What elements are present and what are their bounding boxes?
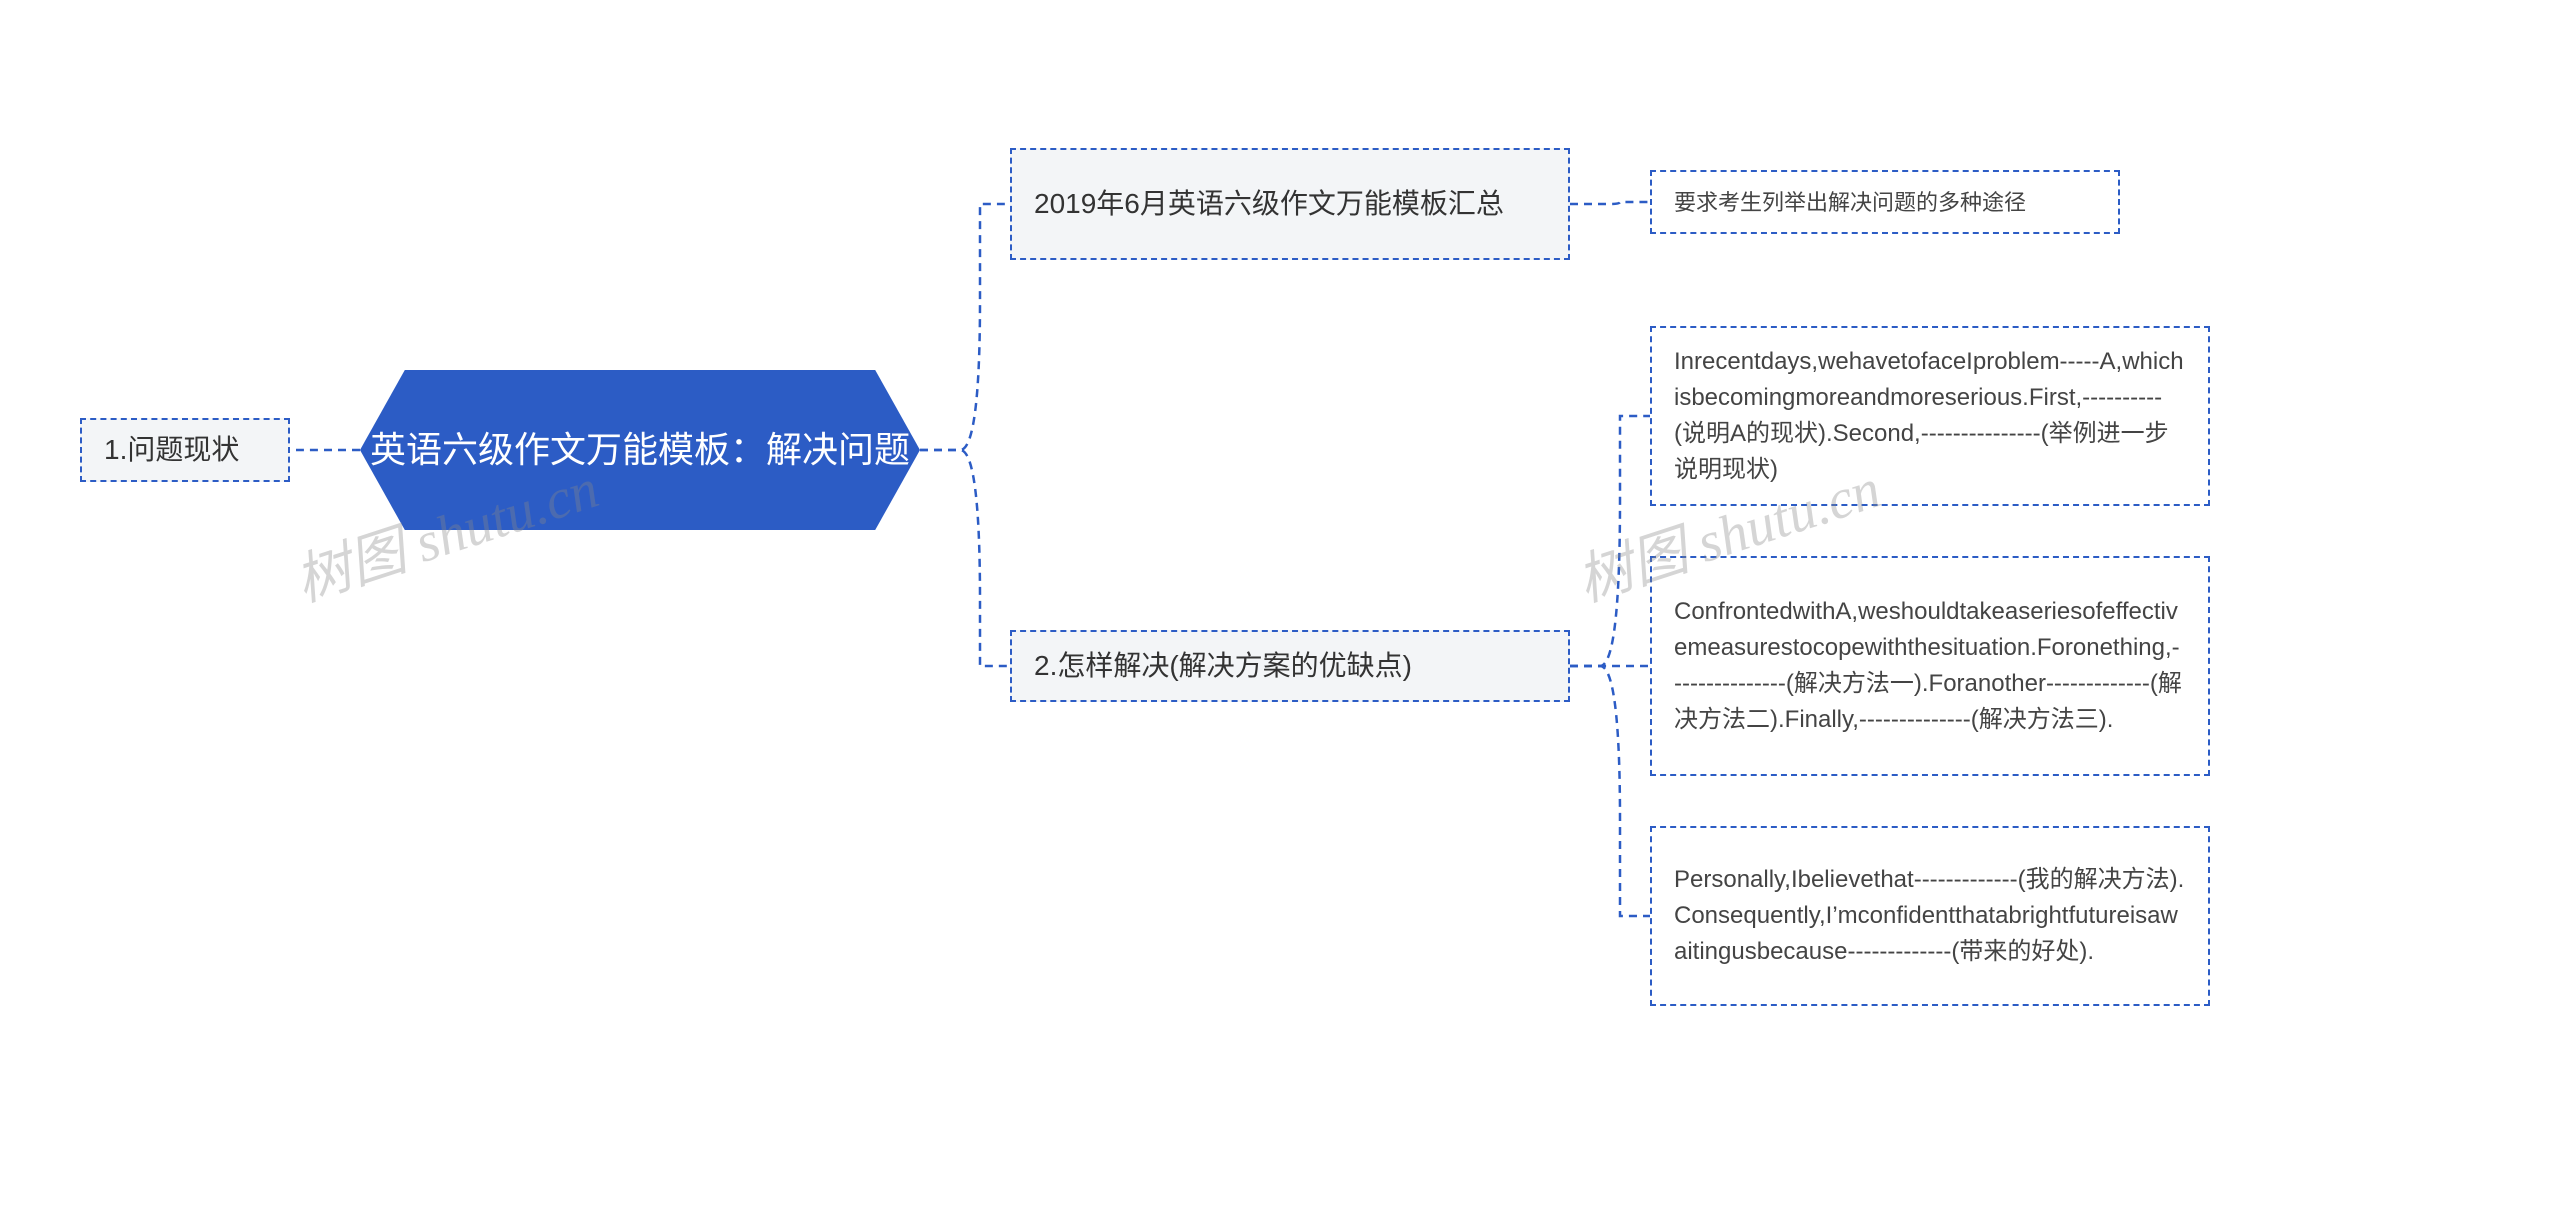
- root-node: 英语六级作文万能模板：解决问题: [360, 370, 920, 530]
- leaf-label: 要求考生列举出解决问题的多种途径: [1674, 186, 2026, 219]
- leaf-label: Inrecentdays,wehavetofaceIproblem-----A,…: [1674, 344, 2186, 488]
- right-child-label: 2019年6月英语六级作文万能模板汇总: [1034, 183, 1504, 225]
- connector-path: [920, 204, 1010, 450]
- right-child-node: 2019年6月英语六级作文万能模板汇总: [1010, 148, 1570, 260]
- connector-path: [1570, 202, 1650, 204]
- connector-path: [1570, 666, 1650, 916]
- leaf-node: Personally,Ibelievethat-------------(我的解…: [1650, 826, 2210, 1006]
- connector-path: [1570, 416, 1650, 666]
- leaf-node: Inrecentdays,wehavetofaceIproblem-----A,…: [1650, 326, 2210, 506]
- left-child-node: 1.问题现状: [80, 418, 290, 482]
- leaf-node: 要求考生列举出解决问题的多种途径: [1650, 170, 2120, 234]
- right-child-node: 2.怎样解决(解决方案的优缺点): [1010, 630, 1570, 702]
- right-child-label: 2.怎样解决(解决方案的优缺点): [1034, 645, 1412, 687]
- connector-path: [920, 450, 1010, 666]
- left-child-label: 1.问题现状: [104, 429, 239, 471]
- leaf-label: Personally,Ibelievethat-------------(我的解…: [1674, 862, 2186, 970]
- leaf-label: ConfrontedwithA,weshouldtakeaseriesofeff…: [1674, 594, 2186, 738]
- leaf-node: ConfrontedwithA,weshouldtakeaseriesofeff…: [1650, 556, 2210, 776]
- root-label: 英语六级作文万能模板：解决问题: [370, 423, 910, 477]
